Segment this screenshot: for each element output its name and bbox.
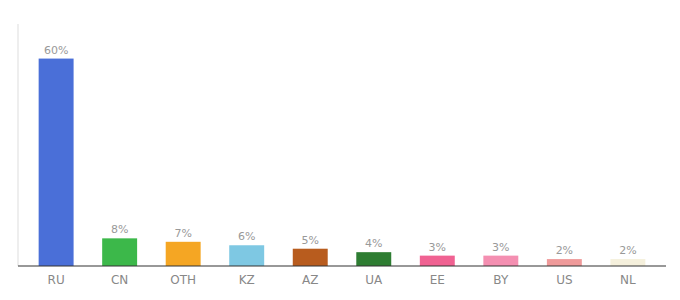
data-label: 7%: [174, 227, 191, 240]
chart: RU CN OTH KZ AZ UA EE BY US NL 60% 8% 7% 6% 5% 4% 3% 3% 2%…: [0, 0, 680, 300]
x-tick-label: KZ: [239, 273, 255, 287]
x-tick-label: CN: [111, 273, 128, 287]
data-label: 3%: [492, 241, 509, 254]
bar: [102, 238, 137, 266]
x-tick-label: NL: [620, 273, 636, 287]
x-tick-label: UA: [365, 273, 383, 287]
bar: [420, 256, 455, 266]
bar: [547, 259, 582, 266]
bar: [483, 256, 518, 266]
bar: [293, 249, 328, 266]
bar: [39, 59, 74, 266]
bar: [166, 242, 201, 266]
x-tick-label: AZ: [302, 273, 318, 287]
x-tick-label: US: [556, 273, 572, 287]
data-label: 60%: [44, 44, 68, 57]
data-label: 3%: [429, 241, 446, 254]
chart-container: RU CN OTH KZ AZ UA EE BY US NL 60% 8% 7% 6% 5% 4% 3% 3% 2%…: [0, 0, 680, 300]
data-labels: 60% 8% 7% 6% 5% 4% 3% 3% 2% 2%: [44, 44, 637, 258]
x-tick-label: OTH: [170, 273, 196, 287]
x-tick-label: RU: [48, 273, 65, 287]
bar: [356, 252, 391, 266]
bar: [229, 245, 264, 266]
y-axis-line: [18, 24, 19, 266]
data-label: 2%: [619, 244, 636, 257]
data-label: 8%: [111, 223, 128, 236]
data-label: 2%: [556, 244, 573, 257]
data-label: 4%: [365, 237, 382, 250]
data-label: 6%: [238, 230, 255, 243]
x-tick-label: BY: [493, 273, 509, 287]
bars: [39, 59, 646, 266]
x-tick-labels: RU CN OTH KZ AZ UA EE BY US NL: [48, 273, 636, 287]
data-label: 5%: [302, 234, 319, 247]
x-axis-line: [18, 265, 666, 266]
x-tick-label: EE: [430, 273, 445, 287]
bar: [610, 259, 645, 266]
